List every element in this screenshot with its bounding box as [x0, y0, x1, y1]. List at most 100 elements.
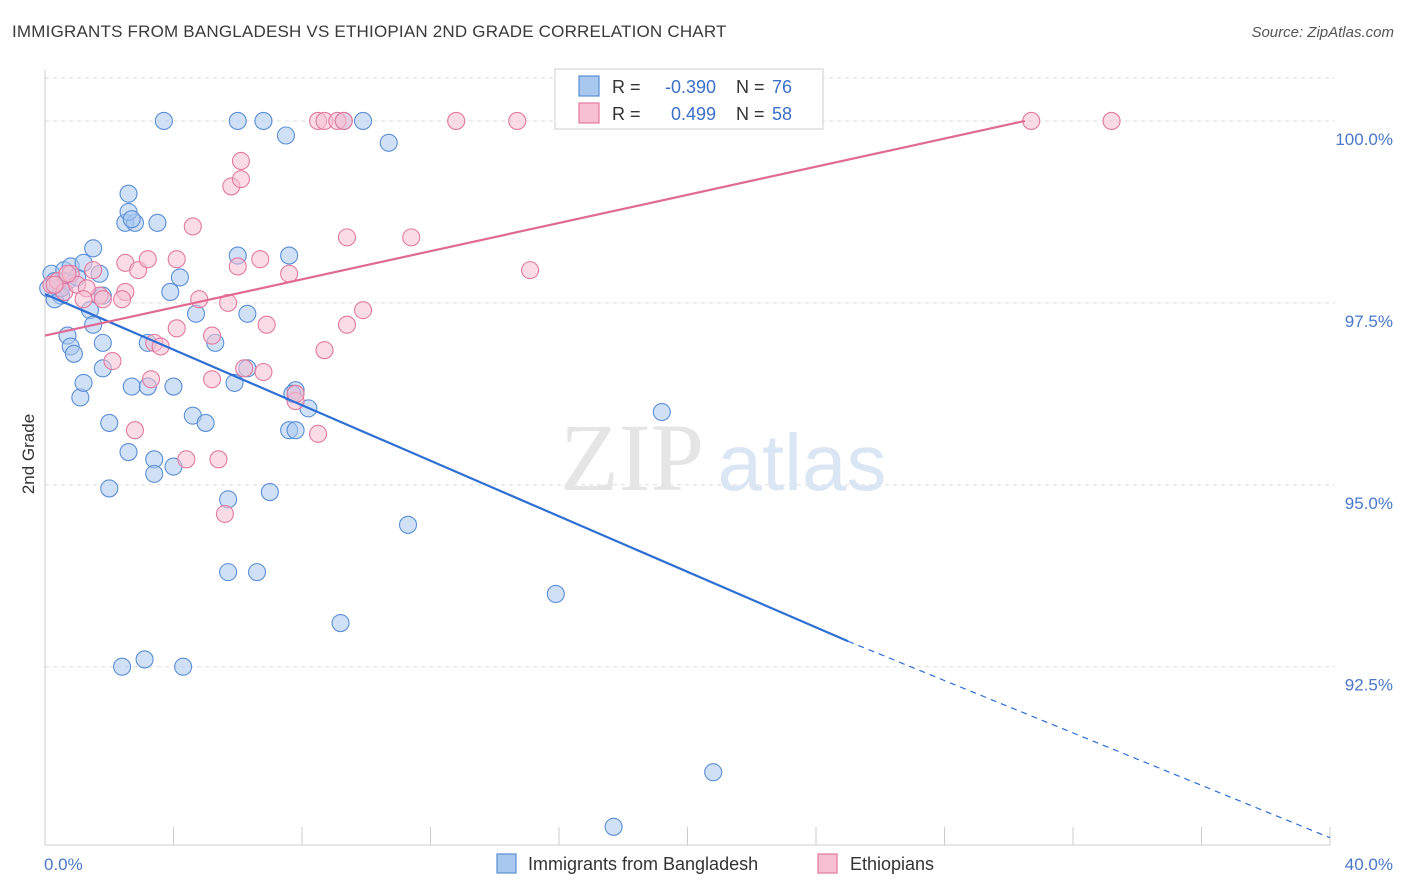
point-bangladesh	[84, 239, 103, 258]
point-ethiopians	[183, 217, 202, 236]
point-bangladesh	[247, 563, 267, 582]
point-ethiopians	[215, 504, 234, 523]
point-bangladesh	[164, 377, 183, 396]
watermark-zip: ZIP	[560, 404, 704, 511]
point-ethiopians	[315, 341, 334, 360]
point-ethiopians	[231, 170, 251, 189]
chart-title: IMMIGRANTS FROM BANGLADESH VS ETHIOPIAN …	[12, 22, 727, 41]
axes	[44, 70, 1331, 846]
x-tick-label-end: 40.0%	[1345, 855, 1393, 874]
point-ethiopians	[58, 264, 77, 283]
point-ethiopians	[254, 362, 273, 382]
point-bangladesh	[122, 210, 141, 229]
point-bangladesh	[546, 584, 565, 603]
y-tick-label: 97.5%	[1345, 312, 1393, 331]
bottom-legend-label-1: Immigrants from Bangladesh	[528, 854, 758, 874]
point-ethiopians	[103, 352, 122, 371]
tick-labels: 100.0% 97.5% 95.0% 92.5% 0.0% 40.0%	[44, 130, 1393, 874]
point-ethiopians	[167, 250, 186, 269]
point-ethiopians	[231, 151, 251, 171]
point-ethiopians	[203, 370, 222, 389]
trend-line-bangladesh	[44, 293, 849, 643]
point-bangladesh	[604, 817, 623, 836]
point-ethiopians	[309, 424, 328, 443]
point-ethiopians	[337, 228, 357, 247]
point-ethiopians	[203, 326, 222, 345]
point-bangladesh	[74, 373, 93, 392]
x-tick-label-start: 0.0%	[44, 855, 83, 874]
trend-line-bangladesh-extension	[847, 640, 1331, 839]
point-ethiopians	[45, 275, 64, 294]
point-ethiopians	[235, 359, 254, 378]
point-ethiopians	[84, 261, 103, 280]
legend-r-value-2: 0.499	[671, 104, 716, 124]
legend-r-label-2: R =	[612, 104, 641, 124]
bottom-legend-swatch-blue	[496, 853, 517, 874]
point-bangladesh	[170, 268, 189, 287]
point-bangladesh	[260, 483, 279, 502]
point-bangladesh	[113, 657, 132, 676]
legend-n-label-2: N =	[736, 104, 765, 124]
point-ethiopians	[113, 290, 132, 309]
point-bangladesh	[331, 614, 350, 633]
point-bangladesh	[652, 402, 671, 422]
point-bangladesh	[379, 133, 398, 152]
point-ethiopians	[402, 228, 421, 247]
point-ethiopians	[177, 450, 196, 469]
point-ethiopians	[447, 111, 466, 130]
point-bangladesh	[100, 413, 119, 432]
point-bangladesh	[148, 213, 167, 232]
point-ethiopians	[141, 370, 161, 389]
legend-n-value-1: 76	[772, 77, 792, 97]
point-ethiopians	[353, 301, 373, 320]
point-ethiopians	[521, 261, 540, 280]
watermark-atlas: atlas	[718, 418, 887, 507]
point-bangladesh	[353, 111, 373, 130]
point-ethiopians	[337, 315, 357, 334]
point-ethiopians	[1102, 111, 1121, 130]
point-bangladesh	[145, 464, 164, 483]
y-tick-label: 95.0%	[1345, 494, 1393, 513]
watermark: ZIP atlas	[560, 404, 886, 511]
point-ethiopians	[251, 250, 270, 269]
legend-n-value-2: 58	[772, 104, 792, 124]
trend-lines	[44, 119, 1331, 839]
point-bangladesh	[119, 184, 138, 203]
point-bangladesh	[219, 563, 238, 582]
point-bangladesh	[174, 657, 193, 676]
point-bangladesh	[93, 333, 112, 352]
legend-r-value-1: -0.390	[665, 77, 716, 97]
point-bangladesh	[122, 377, 141, 396]
point-ethiopians	[228, 257, 247, 276]
point-ethiopians	[219, 293, 238, 312]
point-ethiopians	[190, 290, 209, 309]
point-ethiopians	[257, 315, 276, 334]
point-bangladesh	[135, 650, 154, 669]
point-bangladesh	[228, 111, 247, 130]
point-ethiopians	[334, 111, 353, 130]
y-tick-label: 100.0%	[1335, 130, 1393, 149]
point-ethiopians	[508, 111, 527, 130]
point-bangladesh	[64, 344, 83, 363]
point-bangladesh	[398, 515, 418, 534]
point-bangladesh	[154, 111, 173, 130]
point-bangladesh	[286, 421, 305, 440]
bottom-legend-swatch-pink	[817, 853, 838, 874]
legend-swatch-blue	[578, 75, 600, 97]
legend-n-label-1: N =	[736, 77, 765, 97]
trend-line-ethiopians	[44, 119, 1026, 337]
legend-swatch-pink	[578, 102, 600, 124]
point-bangladesh	[119, 442, 138, 462]
point-ethiopians	[125, 421, 144, 440]
point-bangladesh	[254, 111, 273, 130]
point-ethiopians	[74, 290, 93, 309]
point-ethiopians	[167, 319, 186, 338]
point-ethiopians	[209, 450, 228, 469]
bottom-legend-label-2: Ethiopians	[850, 854, 934, 874]
bottom-legend: Immigrants from Bangladesh Ethiopians	[496, 853, 934, 874]
legend-r-label-1: R =	[612, 77, 641, 97]
point-ethiopians	[1022, 111, 1041, 130]
point-bangladesh	[238, 304, 257, 323]
correlation-legend: R = -0.390 N = 76 R = 0.499 N = 58	[554, 68, 824, 130]
